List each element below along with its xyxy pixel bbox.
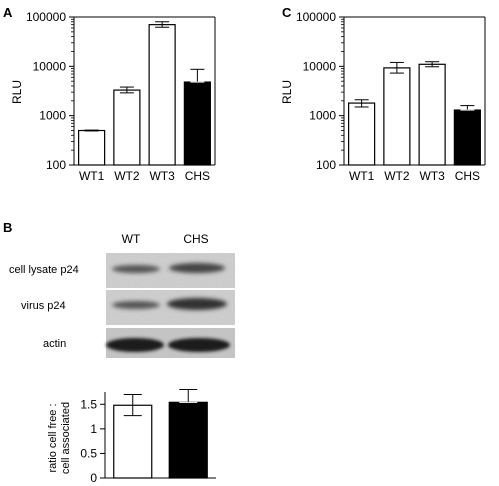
x-tick-label: WT2 [114, 169, 140, 183]
blot-row-label-cell-lysate: cell lysate p24 [9, 264, 79, 276]
y-tick-label: 1000 [309, 109, 336, 123]
y-tick-label: 1.5 [80, 397, 97, 411]
blot-band-actin-wt [106, 338, 164, 352]
x-tick-label: WT3 [419, 169, 445, 183]
x-tick-label: WT3 [149, 169, 175, 183]
bar-wt1 [78, 129, 106, 166]
panel-label-c: C [282, 5, 292, 20]
y-axis-label: RLU [280, 80, 294, 104]
blot-band-virus-wt [112, 301, 160, 309]
bar-wt1 [348, 102, 376, 166]
x-tick-label: WT2 [384, 169, 410, 183]
y-tick-label: 0 [90, 471, 97, 485]
y-tick-label: 1 [90, 422, 97, 436]
blot-band-virus-chs [167, 298, 227, 310]
bar-wt2 [113, 89, 141, 166]
bar-chs [168, 401, 208, 479]
bar-chs [183, 81, 211, 166]
blot-lane-label-chs: CHS [183, 232, 208, 246]
western-blot: WT CHS cell lysate p24 virus p24 actin [9, 232, 235, 358]
bar-wt [113, 404, 153, 479]
bar-wt2 [383, 67, 411, 166]
y-tick-label: 10000 [33, 59, 67, 73]
blot-row-label-virus: virus p24 [21, 300, 66, 312]
panel-label-a: A [3, 5, 13, 20]
bar-chs [453, 109, 481, 166]
y-tick-label: 100 [316, 158, 336, 172]
blot-row-label-actin: actin [43, 338, 66, 350]
blot-band-cell-lysate-wt [112, 265, 160, 273]
y-axis-label: RLU [10, 80, 24, 104]
bar-wt3 [148, 24, 176, 166]
x-tick-label: WT1 [79, 169, 105, 183]
bar-wt3 [418, 63, 446, 166]
y-tick-label: 100000 [26, 10, 66, 24]
chart-a: 100 1000 10000 100000 RLU WT1 WT2 WT3 CHS [10, 10, 216, 183]
chart-b-quantification: 0 0.5 1 1.5 ratio cell free : cell associated [47, 389, 216, 485]
y-tick-label: 100000 [296, 10, 336, 24]
blot-band-cell-lysate-chs [169, 263, 225, 273]
y-axis-label-line: ratio cell free : [47, 403, 59, 472]
y-axis-label-line: cell associated [60, 402, 72, 474]
chart-c: 100 1000 10000 100000 RLU WT1 WT2 WT3 CHS [280, 10, 486, 183]
x-tick-label: CHS [455, 169, 480, 183]
panel-label-b: B [3, 220, 12, 235]
y-tick-label: 10000 [303, 59, 337, 73]
blot-band-actin-chs [168, 338, 230, 352]
x-tick-label: WT1 [349, 169, 375, 183]
y-tick-label: 0.5 [80, 446, 97, 460]
x-tick-label: CHS [185, 169, 210, 183]
y-tick-label: 100 [46, 158, 66, 172]
y-tick-label: 1000 [39, 109, 66, 123]
blot-lane-label-wt: WT [122, 232, 141, 246]
